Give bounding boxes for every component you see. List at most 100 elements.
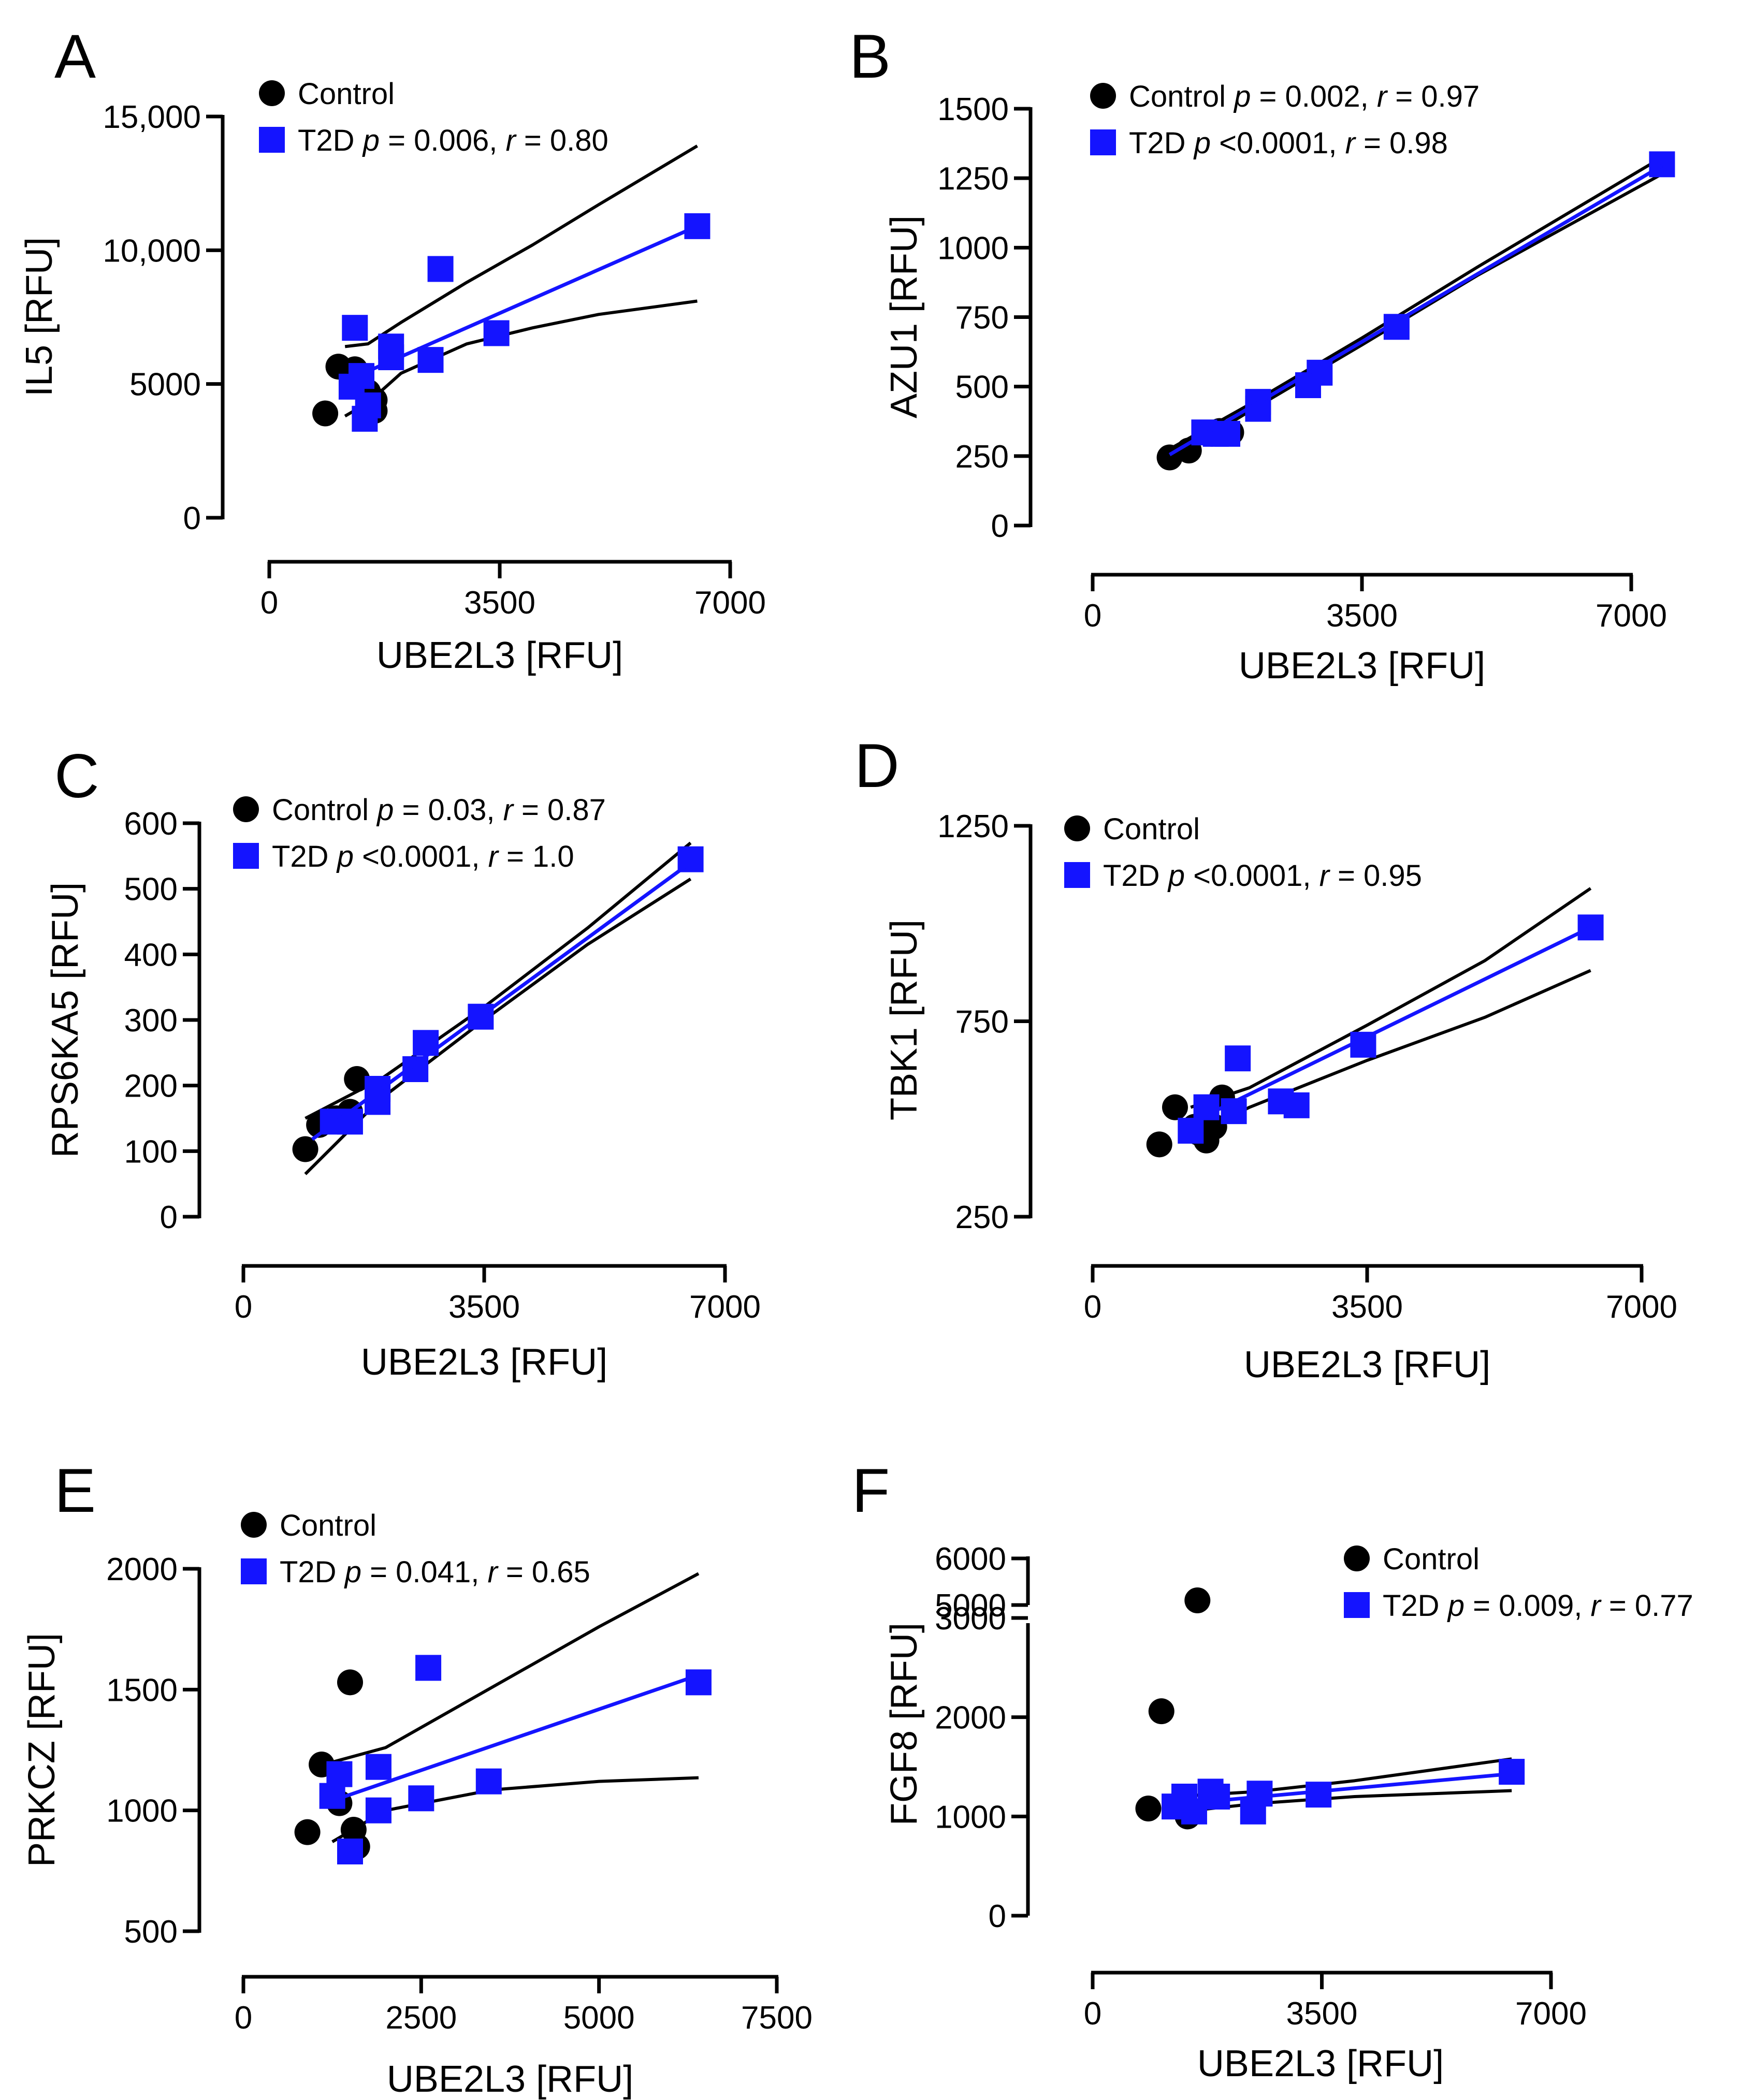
t2d-point xyxy=(342,315,368,341)
y-tick-label: 500 xyxy=(124,872,178,908)
control-point xyxy=(337,1669,363,1696)
x-tick-label: 0 xyxy=(235,2000,252,2036)
x-axis-label: UBE2L3 [RFU] xyxy=(376,635,623,676)
legend-text-part: = 0.03, xyxy=(394,793,503,827)
ci-lower-curve xyxy=(1169,172,1663,462)
x-tick-label: 0 xyxy=(1084,1996,1101,2032)
y-axis-label: AZU1 [RFU] xyxy=(883,215,925,418)
legend-text-part: T2D xyxy=(1103,859,1160,893)
legend-text-part xyxy=(337,1555,345,1589)
t2d-point xyxy=(475,1768,502,1795)
x-axis-label: UBE2L3 [RFU] xyxy=(1239,645,1485,687)
legend-text-part: Control xyxy=(272,793,369,827)
x-tick-label: 7000 xyxy=(1606,1289,1677,1325)
control-point xyxy=(1146,1131,1172,1158)
y-tick-label-upper: 5000 xyxy=(935,1588,1006,1624)
t2d-point xyxy=(1306,1782,1332,1808)
legend-text-part: T2D xyxy=(298,124,355,157)
t2d-point xyxy=(427,256,454,282)
legend-text-part: = 0.041, xyxy=(361,1555,487,1589)
control-point xyxy=(1201,1114,1227,1140)
panel-c: C 0 100 200 300 400 500 600 0 3500 7000 UBE2L3 [RFU… xyxy=(45,741,761,1383)
x-tick-label: 7000 xyxy=(1596,598,1667,634)
legend-control: Control xyxy=(280,1509,376,1542)
legend-text-part xyxy=(355,124,363,157)
y-tick-label: 500 xyxy=(124,1914,178,1950)
panel-a: A 0 5000 10,000 15,000 0 3500 7000 UBE2L3 [RFU] I… xyxy=(19,22,766,676)
legend-t2d: T2D p = 0.041, r = 0.65 xyxy=(280,1555,590,1589)
control-point xyxy=(1148,1698,1174,1725)
y-tick-label: 0 xyxy=(991,508,1009,544)
ci-upper-curve xyxy=(331,1572,700,1764)
y-axis-label: RPS6KA5 [RFU] xyxy=(45,882,86,1158)
legend-text-part: p xyxy=(1447,1589,1465,1623)
legend-text-part: T2D xyxy=(1129,126,1186,160)
y-tick-label: 1250 xyxy=(937,809,1009,844)
legend-t2d: T2D p <0.0001, r = 0.98 xyxy=(1129,126,1448,160)
panel-letter: B xyxy=(849,22,891,91)
x-tick-label: 0 xyxy=(235,1289,252,1325)
legend-control: Control p = 0.03, r = 0.87 xyxy=(272,793,606,827)
legend-text-part: r xyxy=(505,124,517,157)
legend-text-part: r xyxy=(488,840,500,873)
legend-text-part xyxy=(1186,126,1194,160)
legend-text-part xyxy=(1440,1589,1448,1623)
t2d-point xyxy=(417,347,444,373)
legend-text-part: <0.0001, xyxy=(354,840,488,873)
legend-t2d: T2D p = 0.009, r = 0.77 xyxy=(1383,1589,1693,1623)
y-tick-label: 750 xyxy=(955,1004,1009,1040)
y-tick-label: 100 xyxy=(124,1134,178,1170)
t2d-fit-line xyxy=(1190,926,1592,1125)
t2d-point xyxy=(365,1797,392,1824)
legend-text-part: r xyxy=(1377,80,1388,113)
t2d-point xyxy=(415,1655,442,1681)
legend-marker-t2d xyxy=(233,843,259,869)
legend-text-part: = 0.97 xyxy=(1387,80,1480,113)
legend-text-part: = 1.0 xyxy=(498,840,574,873)
legend-text-part: r xyxy=(1590,1589,1602,1623)
y-tick-label: 2000 xyxy=(106,1552,178,1587)
control-point xyxy=(344,1066,370,1092)
x-tick-label: 3500 xyxy=(448,1289,520,1325)
legend-control: Control xyxy=(1383,1542,1480,1576)
y-tick-label: 250 xyxy=(955,439,1009,475)
t2d-fit-line xyxy=(1174,1772,1512,1806)
legend-text-part: r xyxy=(1320,859,1331,893)
legend-t2d: T2D p = 0.006, r = 0.80 xyxy=(298,124,608,157)
t2d-point xyxy=(1204,1784,1230,1810)
legend-text-part: p xyxy=(362,124,380,157)
t2d-point xyxy=(355,392,381,418)
x-axis-label: UBE2L3 [RFU] xyxy=(1244,1344,1490,1386)
legend-marker-control xyxy=(241,1512,267,1538)
panel-letter: A xyxy=(54,22,96,91)
y-tick-label: 1250 xyxy=(937,161,1009,197)
y-tick-label: 400 xyxy=(124,937,178,973)
legend-text-part: Control xyxy=(1129,80,1226,113)
legend-text-part: = 0.65 xyxy=(498,1555,590,1589)
x-axis-label: UBE2L3 [RFU] xyxy=(387,2059,633,2100)
legend-text-part: p xyxy=(336,840,354,873)
legend-marker-t2d xyxy=(259,127,285,153)
x-tick-label: 7000 xyxy=(689,1289,761,1325)
y-axis-label: IL5 [RFU] xyxy=(19,237,60,397)
panel-letter: D xyxy=(854,731,900,800)
legend-text-part: p xyxy=(344,1555,361,1589)
legend-marker-control xyxy=(259,80,285,106)
legend-text-part: T2D xyxy=(280,1555,337,1589)
x-tick-label: 5000 xyxy=(563,2000,635,2036)
y-tick-label: 10,000 xyxy=(103,233,201,269)
y-tick-label: 500 xyxy=(955,370,1009,405)
legend-text-part: = 0.95 xyxy=(1329,859,1422,893)
ci-upper-curve xyxy=(344,144,698,348)
legend-t2d: T2D p <0.0001, r = 0.95 xyxy=(1103,859,1422,893)
legend-text-part: p xyxy=(376,793,394,827)
legend-text-part: Control xyxy=(298,77,395,111)
y-axis-label: TBK1 [RFU] xyxy=(883,920,925,1120)
control-point xyxy=(1135,1796,1162,1821)
x-tick-label: 3500 xyxy=(464,585,535,621)
y-tick-label: 250 xyxy=(955,1200,1009,1235)
legend-marker-t2d xyxy=(1064,862,1090,888)
y-tick-label-upper: 6000 xyxy=(935,1541,1006,1577)
y-tick-label: 600 xyxy=(124,806,178,842)
t2d-point xyxy=(337,1839,363,1864)
